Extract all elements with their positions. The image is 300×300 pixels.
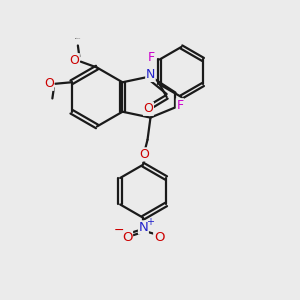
Text: O: O: [143, 102, 153, 115]
Text: methoxy: methoxy: [75, 38, 82, 39]
Text: N: N: [139, 221, 148, 234]
Text: −: −: [114, 224, 124, 237]
Text: O: O: [44, 77, 54, 90]
Text: O: O: [122, 231, 133, 244]
Text: O: O: [69, 54, 79, 67]
Text: O: O: [140, 148, 149, 161]
Text: +: +: [146, 218, 154, 227]
Text: O: O: [154, 231, 164, 244]
Text: N: N: [146, 68, 155, 81]
Text: F: F: [176, 99, 184, 112]
Text: F: F: [148, 52, 155, 64]
